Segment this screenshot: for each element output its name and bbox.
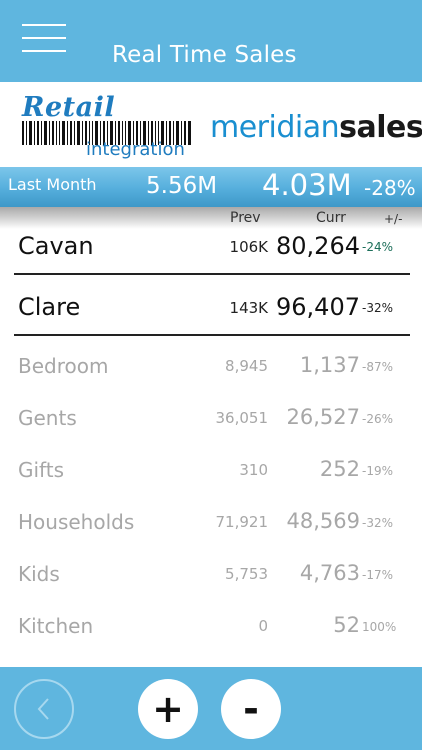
row-prev-value: 36,051 bbox=[215, 409, 269, 427]
row-change-pct: -87% bbox=[362, 360, 394, 374]
row-curr-value: 4,763 bbox=[299, 561, 360, 585]
chevron-left-icon bbox=[37, 698, 49, 720]
hamburger-menu-icon[interactable] bbox=[22, 22, 66, 54]
dept-row-households[interactable]: Households 71,921 48,569 -32% bbox=[0, 496, 422, 548]
row-name: Bedroom bbox=[18, 354, 109, 378]
row-prev-value: 106K bbox=[229, 238, 268, 256]
minus-icon: - bbox=[243, 687, 259, 731]
row-change-pct: -17% bbox=[362, 568, 394, 582]
column-header-shade bbox=[0, 207, 422, 229]
zoom-out-button[interactable]: - bbox=[221, 679, 281, 739]
brand-light-text: meridian bbox=[210, 110, 340, 145]
summary-curr-total: 4.03M bbox=[262, 168, 352, 202]
row-name: Cavan bbox=[18, 232, 94, 260]
dept-row-bedroom[interactable]: Bedroom 8,945 1,137 -87% bbox=[0, 340, 422, 392]
dept-row-kitchen[interactable]: Kitchen 0 52 100% bbox=[0, 600, 422, 652]
row-curr-value: 26,527 bbox=[286, 405, 360, 429]
summary-bar bbox=[0, 167, 422, 207]
plus-icon: + bbox=[152, 687, 184, 731]
page-title: Real Time Sales bbox=[112, 42, 297, 68]
integration-logo-text: integration bbox=[86, 139, 185, 160]
row-name: Kitchen bbox=[18, 614, 94, 638]
dept-row-kids[interactable]: Kids 5,753 4,763 -17% bbox=[0, 548, 422, 600]
row-curr-value: 52 bbox=[333, 613, 360, 637]
row-name: Gifts bbox=[18, 458, 65, 482]
row-prev-value: 143K bbox=[229, 299, 268, 317]
row-prev-value: 310 bbox=[239, 461, 268, 479]
row-change-pct: -26% bbox=[362, 412, 394, 426]
app-header bbox=[0, 0, 422, 82]
row-curr-value: 1,137 bbox=[299, 353, 360, 377]
row-curr-value: 80,264 bbox=[276, 232, 360, 260]
row-prev-value: 8,945 bbox=[225, 357, 268, 375]
row-name: Clare bbox=[18, 293, 81, 321]
dept-row-gents[interactable]: Gents 36,051 26,527 -26% bbox=[0, 392, 422, 444]
row-change-pct: -32% bbox=[362, 301, 394, 315]
summary-period-label: Last Month bbox=[8, 175, 97, 194]
retail-logo-text: Retail bbox=[22, 92, 116, 123]
row-name: Households bbox=[18, 510, 135, 534]
row-change-pct: -19% bbox=[362, 464, 394, 478]
col-header-change: +/- bbox=[384, 212, 403, 226]
row-divider bbox=[14, 273, 410, 275]
zoom-in-button[interactable]: + bbox=[138, 679, 198, 739]
store-row-clare[interactable]: Clare 143K 96,407 -32% bbox=[0, 283, 422, 335]
row-curr-value: 48,569 bbox=[286, 509, 360, 533]
row-name: Gents bbox=[18, 406, 77, 430]
row-prev-value: 0 bbox=[258, 617, 268, 635]
row-prev-value: 71,921 bbox=[215, 513, 269, 531]
row-divider bbox=[14, 334, 410, 336]
row-name: Kids bbox=[18, 562, 60, 586]
row-prev-value: 5,753 bbox=[225, 565, 268, 583]
summary-prev-total: 5.56M bbox=[146, 173, 218, 199]
row-change-pct: 100% bbox=[362, 620, 397, 634]
summary-change-pct: -28% bbox=[364, 176, 416, 200]
dept-row-gifts[interactable]: Gifts 310 252 -19% bbox=[0, 444, 422, 496]
store-row-cavan[interactable]: Cavan 106K 80,264 -24% bbox=[0, 222, 422, 274]
col-header-prev: Prev bbox=[230, 210, 261, 226]
brand-bold-text: sales bbox=[339, 110, 422, 145]
back-button[interactable] bbox=[14, 679, 74, 739]
row-change-pct: -32% bbox=[362, 516, 394, 530]
row-change-pct: -24% bbox=[362, 240, 394, 254]
row-curr-value: 252 bbox=[319, 457, 360, 481]
row-curr-value: 96,407 bbox=[276, 293, 360, 321]
barcode-logo-graphic bbox=[22, 121, 191, 145]
meridian-sales-logo: meridiansales bbox=[210, 110, 422, 145]
col-header-curr: Curr bbox=[316, 210, 346, 226]
